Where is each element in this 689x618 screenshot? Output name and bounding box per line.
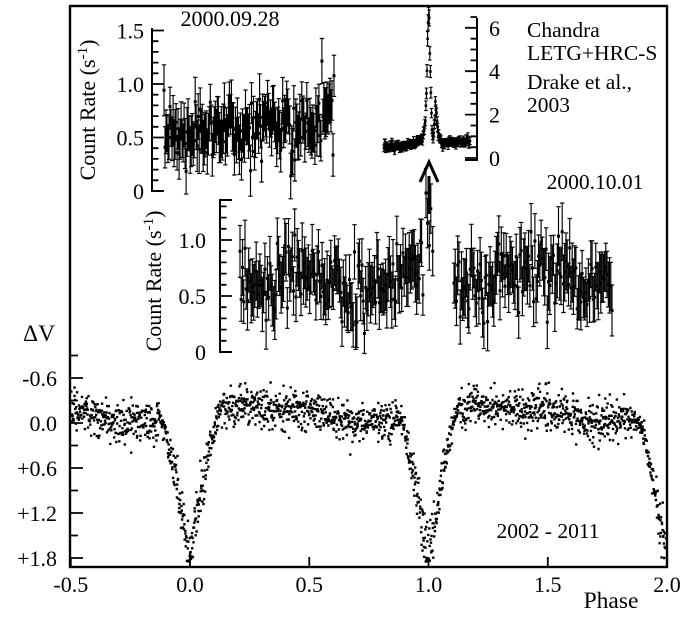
main-xray-date-label: 2000.10.01 [547,170,644,194]
y-tick-label: 2 [489,103,500,128]
delta-v-tick-label: 0.0 [30,411,58,436]
xray-lightcurve-20000928 [161,37,337,200]
y-tick-label: 4 [489,59,500,84]
inset-date-label: 2000.09.28 [181,6,280,31]
phase-tick-label: -0.5 [53,572,88,597]
flare-y-axis [465,18,478,161]
y-tick-label: 0 [195,340,206,365]
axis-tick-labels: 0 0.5 1.0 1.5 0 2 4 6 0 0.5 1.0 -0.6 0.0 +0.6 +1.2 +1.8… [17,16,681,597]
phase-tick-label: 2.0 [653,572,681,597]
phase-tick-label: 1.0 [415,572,443,597]
error-bars [161,37,337,200]
phase-tick-label: 1.5 [534,572,562,597]
flare-arrow [418,158,440,214]
y-tick-label: 0.5 [117,126,145,151]
optical-photometry-points [70,381,668,563]
reference-label-line2: 2003 [527,93,570,117]
optical-span-label: 2002 - 2011 [496,519,599,543]
phase-tick-label: 0.5 [296,572,324,597]
y-tick-label: 1.0 [179,228,207,253]
data-points [162,59,336,178]
y-tick-label: 0 [133,179,144,204]
y-tick-label: 1.0 [117,72,145,97]
delta-v-tick-label: +1.2 [17,501,57,526]
error-bars [382,6,472,156]
instrument-label-line1: Chandra [527,18,600,42]
y-tick-label: 6 [489,16,500,41]
error-bars [237,167,615,355]
delta-v-axis-label: ΔV [23,321,55,347]
reference-label-line1: Drake et al., [527,70,632,94]
y-tick-label: 0.5 [179,284,207,309]
y-tick-label: 0 [489,146,500,171]
phase-axis-label: Phase [584,588,639,614]
main-xray-count-rate-label: Count Rate (s-1) [141,211,166,352]
y-tick-label: 1.5 [117,19,145,44]
flare-arrow-head [418,158,440,183]
xray-flare-lightcurve [382,6,472,156]
phase-tick-label: 0.0 [176,572,204,597]
data-points [70,381,668,563]
inset-count-rate-label: Count Rate (s-1) [75,40,100,181]
data-points [382,14,472,153]
delta-v-tick-label: -0.6 [22,366,57,391]
delta-v-tick-label: +0.6 [17,456,57,481]
instrument-label-line2: LETG+HRC-S [527,41,657,65]
xray-lightcurve-20001001 [237,167,615,355]
delta-v-tick-label: +1.8 [17,546,57,571]
plot-frame [68,4,669,569]
